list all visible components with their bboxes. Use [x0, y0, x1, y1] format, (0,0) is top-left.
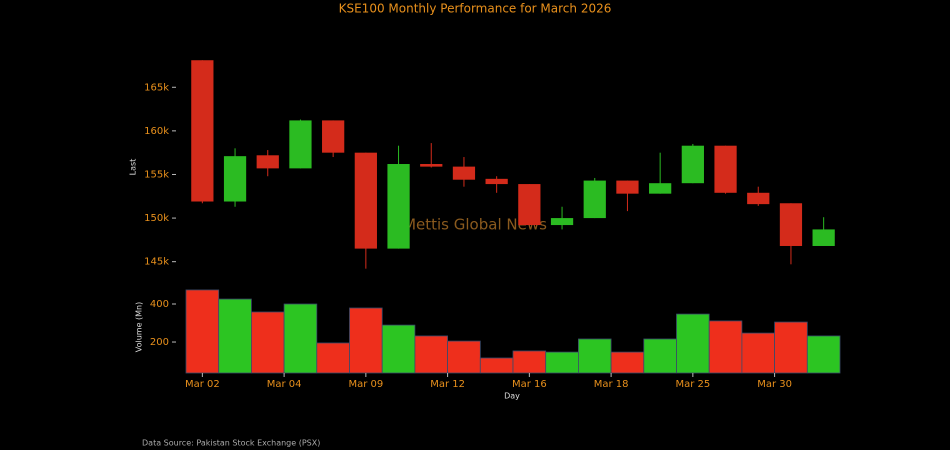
volume-bar: [250, 311, 285, 374]
y-tick-label: 155k: [144, 169, 169, 180]
chart-title: KSE100 Monthly Performance for March 202…: [339, 2, 612, 16]
candle-body: [223, 156, 247, 202]
candle-body: [583, 180, 606, 219]
volume-bar: [447, 340, 481, 374]
y-tick-label: 145k: [144, 257, 169, 268]
candle-body: [354, 152, 377, 249]
candle-body: [191, 60, 214, 202]
volume-bar: [774, 321, 808, 374]
volume-bar: [676, 313, 710, 374]
candle-body: [420, 164, 443, 167]
x-axis-label: Day: [504, 392, 520, 401]
x-tick-label: Mar 09: [348, 379, 383, 390]
x-tick-label: Mar 18: [594, 379, 629, 390]
candle-body: [812, 229, 835, 246]
x-tick-label: Mar 30: [757, 379, 792, 390]
y-tick-label: 150k: [144, 213, 169, 224]
candle-body: [452, 166, 476, 180]
volume-bar: [643, 338, 677, 374]
volume-bar: [741, 332, 776, 374]
volume-bar: [218, 298, 252, 374]
volume-bar: [578, 338, 612, 374]
y-tick-label: 165k: [144, 82, 169, 93]
candle-body: [518, 184, 541, 226]
source-note: Data Source: Pakistan Stock Exchange (PS…: [142, 439, 320, 448]
y-axis-label: Volume (Mn): [135, 302, 144, 353]
candle-body: [485, 178, 508, 185]
candle-body: [387, 164, 410, 249]
candle-body: [747, 192, 770, 205]
volume-bar: [349, 307, 383, 374]
volume-bar: [185, 289, 220, 374]
volume-bar: [610, 351, 645, 374]
candle-body: [256, 155, 279, 169]
y-tick-label: 400: [150, 299, 169, 310]
volume-bar: [708, 320, 743, 374]
volume-bar: [479, 357, 514, 374]
volume-bar: [283, 303, 318, 374]
watermark: Mettis Global News: [403, 216, 547, 234]
x-tick-label: Mar 16: [512, 379, 547, 390]
x-tick-label: Mar 02: [185, 379, 220, 390]
x-tick-label: Mar 25: [675, 379, 710, 390]
volume-bar: [512, 350, 547, 374]
candle-body: [616, 180, 639, 194]
y-tick-label: 200: [150, 337, 169, 348]
x-tick-label: Mar 04: [267, 379, 302, 390]
candle-body: [681, 145, 704, 184]
volume-bar: [806, 335, 841, 374]
volume-bar: [316, 342, 350, 374]
candle-body: [714, 145, 737, 193]
candle-body: [289, 120, 312, 169]
candle-body: [779, 203, 803, 246]
candle-body: [649, 183, 672, 194]
volume-bar: [545, 351, 579, 374]
volume-bar: [381, 324, 416, 374]
volume-bar: [414, 335, 448, 374]
y-axis-label: Last: [129, 159, 138, 176]
candle-body: [550, 218, 574, 226]
candle-body: [322, 120, 345, 153]
x-tick-label: Mar 12: [430, 379, 465, 390]
y-tick-label: 160k: [144, 126, 169, 137]
